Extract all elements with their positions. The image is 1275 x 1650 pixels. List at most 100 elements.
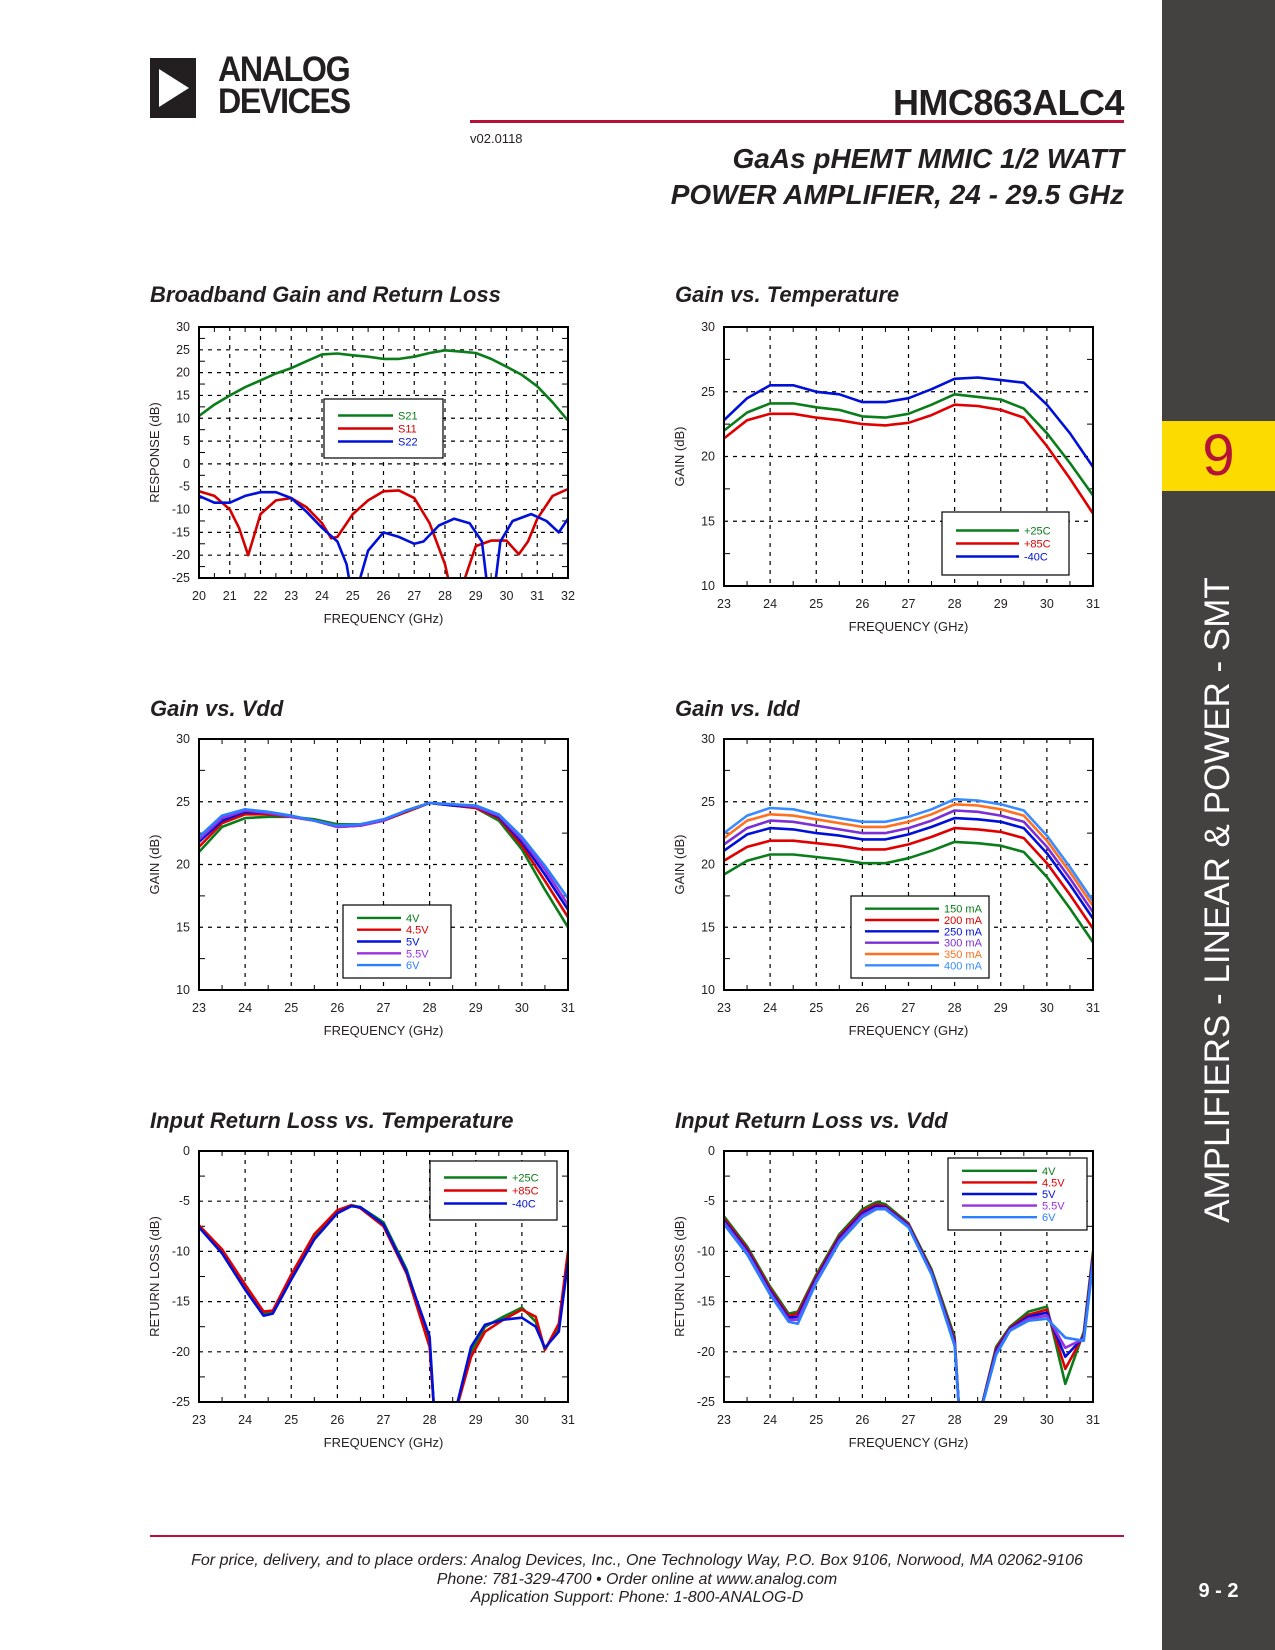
y-axis-label: RETURN LOSS (dB) [147, 1216, 162, 1337]
y-tick-label: -5 [704, 1194, 715, 1208]
logo-wordmark: ANALOG DEVICES [218, 50, 351, 119]
x-axis-label: FREQUENCY (GHz) [849, 1435, 969, 1450]
section-title: AMPLIFIERS - LINEAR & POWER - SMT [1198, 577, 1237, 1223]
x-tick-label: 27 [902, 1413, 916, 1427]
y-tick-label: 20 [701, 858, 715, 872]
analog-devices-logo-mark [150, 58, 196, 118]
series-line-4-5v [724, 1202, 1093, 1402]
series-line-5v [199, 801, 568, 911]
legend-box [947, 1157, 1088, 1231]
legend-entry: S22 [398, 437, 418, 449]
series-line--25c [724, 392, 1093, 497]
series-line-s21 [199, 348, 568, 422]
legend-entry: S11 [398, 424, 417, 436]
header-rule [470, 120, 1124, 123]
series-line--25c [199, 1203, 568, 1402]
legend-entry: 5.5V [406, 948, 429, 960]
chart-title: Broadband Gain and Return Loss [150, 282, 501, 307]
legend-entry: 400 mA [944, 960, 983, 972]
footer-line-1: For price, delivery, and to place orders… [191, 1552, 1083, 1569]
y-tick-label: 15 [701, 514, 715, 528]
x-tick-label: 29 [469, 589, 483, 603]
subtitle-line-2: POWER AMPLIFIER, 24 - 29.5 GHz [670, 179, 1124, 210]
y-tick-label: 0 [183, 457, 190, 471]
x-tick-label: 26 [855, 597, 869, 611]
x-tick-label: 27 [902, 597, 916, 611]
y-axis-label: GAIN (dB) [147, 835, 162, 895]
series-line-200-ma [724, 826, 1093, 930]
legend-entry: +25C [1024, 526, 1051, 538]
y-tick-label: 20 [701, 450, 715, 464]
x-tick-label: 25 [284, 1001, 298, 1015]
series-line-5v [724, 1204, 1093, 1402]
version-label: v02.0118 [470, 131, 523, 146]
legend-entry: 5V [406, 937, 420, 949]
series-line-s11 [199, 487, 568, 578]
y-axis-label: RESPONSE (dB) [147, 402, 162, 502]
x-tick-label: 32 [561, 589, 575, 603]
plot-frame [723, 738, 1094, 991]
legend-entry: S21 [398, 411, 418, 423]
y-tick-label: 0 [708, 1144, 715, 1158]
x-tick-label: 31 [561, 1413, 575, 1427]
legend-entry: -40C [1024, 552, 1048, 564]
y-tick-label: 15 [701, 920, 715, 934]
y-tick-label: -5 [179, 1194, 190, 1208]
footer: For price, delivery, and to place orders… [150, 1552, 1124, 1608]
x-tick-label: 27 [377, 1001, 391, 1015]
y-tick-label: 25 [176, 795, 190, 809]
legend-box [941, 511, 1070, 576]
series-line-6v [199, 801, 568, 900]
section-sidebar [1162, 0, 1275, 1650]
y-tick-label: 25 [701, 385, 715, 399]
plot-frame [198, 738, 569, 991]
x-tick-label: 31 [1086, 1001, 1100, 1015]
y-tick-label: -20 [172, 548, 190, 562]
y-tick-label: -15 [172, 525, 190, 539]
legend-box [429, 1160, 558, 1221]
document-subtitle: GaAs pHEMT MMIC 1/2 WATT POWER AMPLIFIER,… [671, 141, 1124, 213]
x-tick-label: 25 [284, 1413, 298, 1427]
legend-entry: +85C [1024, 539, 1051, 551]
chart-title: Gain vs. Temperature [675, 282, 900, 307]
x-tick-label: 31 [1086, 597, 1100, 611]
legend-entry: +85C [512, 1186, 539, 1198]
legend-entry: 5.5V [1042, 1201, 1065, 1213]
plot-frame [723, 1150, 1094, 1403]
legend-entry: +25C [512, 1173, 539, 1185]
y-tick-label: 10 [701, 983, 715, 997]
x-tick-label: 24 [763, 1001, 777, 1015]
y-tick-label: 30 [176, 320, 190, 334]
x-tick-label: 25 [346, 589, 360, 603]
x-tick-label: 28 [948, 597, 962, 611]
y-tick-label: 15 [176, 920, 190, 934]
x-axis-label: FREQUENCY (GHz) [324, 1023, 444, 1038]
logo-line-1: ANALOG [218, 50, 351, 89]
y-axis-label: GAIN (dB) [672, 427, 687, 487]
subtitle-line-1: GaAs pHEMT MMIC 1/2 WATT [732, 143, 1125, 174]
legend-entry: 5V [1042, 1189, 1056, 1201]
x-tick-label: 24 [315, 589, 329, 603]
x-tick-label: 23 [717, 597, 731, 611]
y-tick-label: -25 [697, 1395, 715, 1409]
series-line--40c [724, 376, 1093, 468]
x-tick-label: 30 [1040, 597, 1054, 611]
chart-title: Gain vs. Idd [675, 696, 800, 721]
legend-box [323, 398, 444, 459]
x-tick-label: 26 [330, 1001, 344, 1015]
legend-box [342, 904, 452, 979]
x-tick-label: 26 [855, 1413, 869, 1427]
series-line--85c [199, 1203, 568, 1402]
x-tick-label: 28 [948, 1001, 962, 1015]
series-line-300-ma [724, 809, 1093, 913]
x-axis-label: FREQUENCY (GHz) [849, 1023, 969, 1038]
x-axis-label: FREQUENCY (GHz) [849, 619, 969, 634]
x-tick-label: 23 [284, 589, 298, 603]
legend-entry: 4V [1042, 1166, 1056, 1178]
legend-entry: 150 mA [944, 904, 983, 916]
x-tick-label: 29 [469, 1001, 483, 1015]
x-tick-label: 20 [192, 589, 206, 603]
